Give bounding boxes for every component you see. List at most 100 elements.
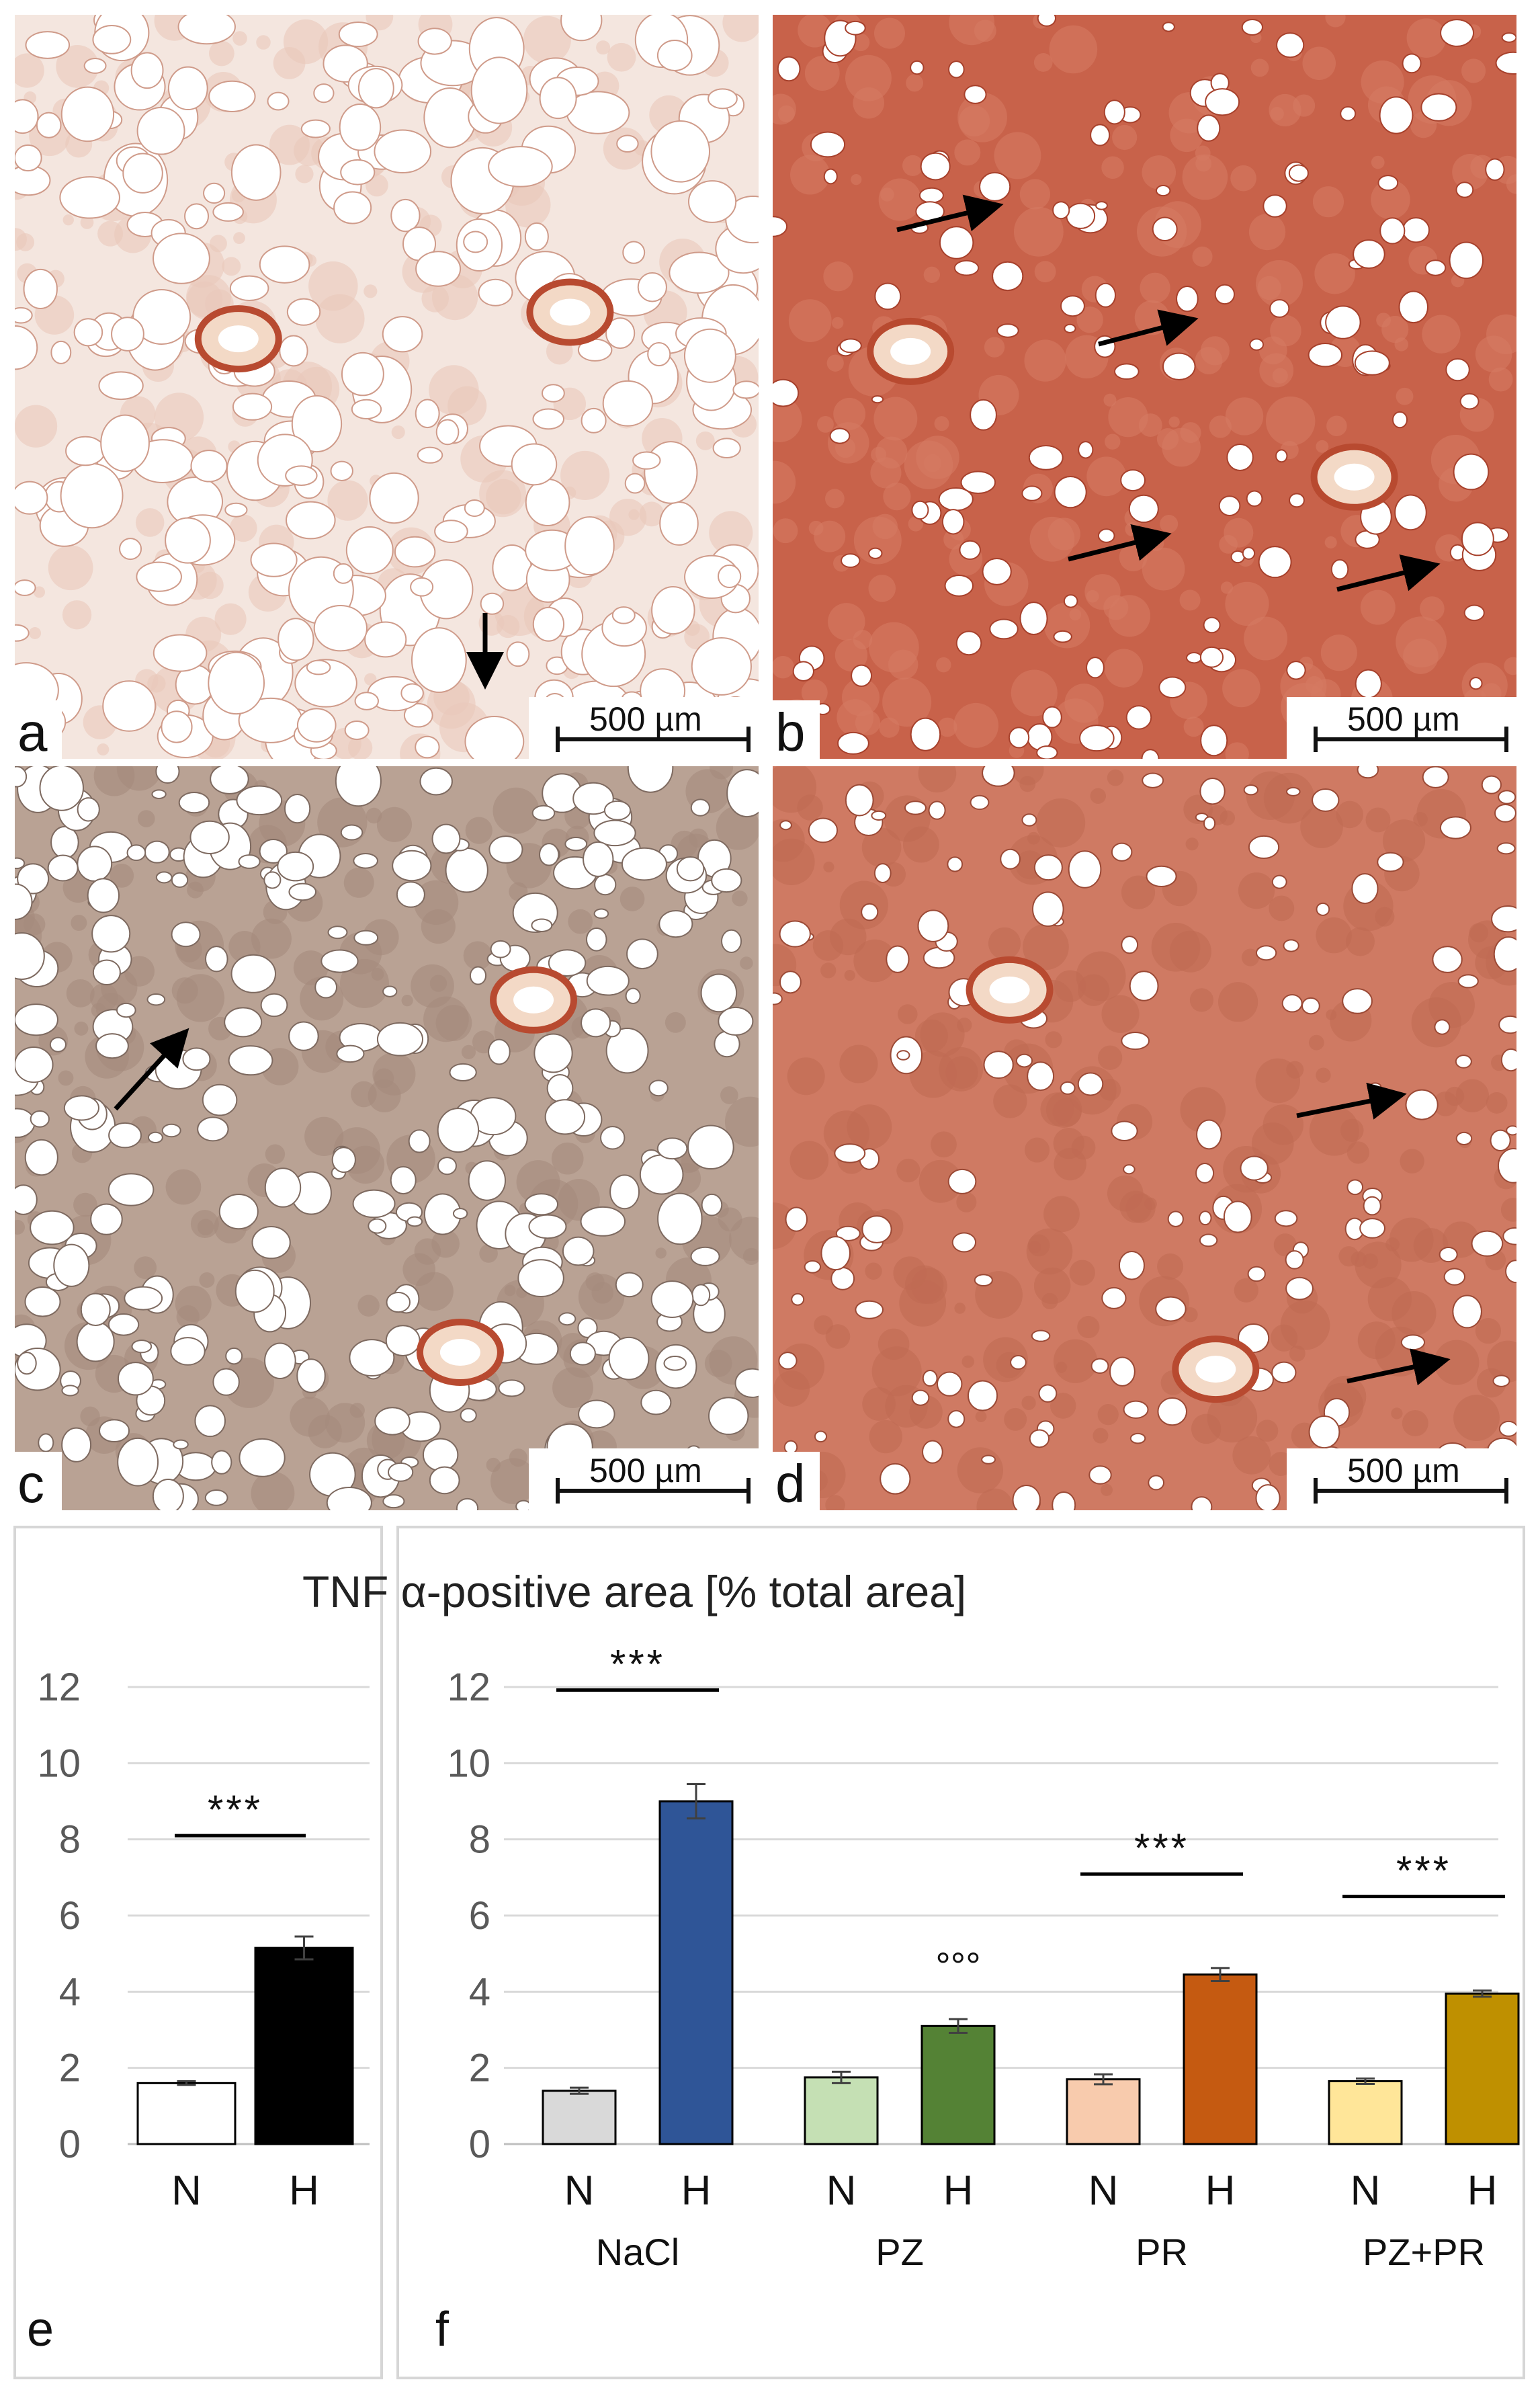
tissue-texture xyxy=(957,1017,972,1033)
tissue-texture xyxy=(1027,1234,1050,1257)
tissue-texture xyxy=(823,861,835,872)
alveolar-space xyxy=(1439,1246,1458,1263)
alveolar-space xyxy=(1191,1496,1213,1510)
tissue-texture xyxy=(165,1169,202,1205)
tissue-texture xyxy=(1012,766,1044,786)
alveolar-space xyxy=(1157,1397,1187,1426)
tissue-texture xyxy=(1325,15,1346,28)
tissue-texture xyxy=(233,232,245,245)
tissue-texture xyxy=(1033,53,1053,72)
tissue-texture xyxy=(1099,1079,1121,1101)
tissue-texture xyxy=(315,294,365,343)
scale-bar-label: 500 µm xyxy=(1347,1452,1460,1489)
tissue-texture xyxy=(1225,742,1249,759)
group-label: NaCl xyxy=(596,2231,679,2273)
alveolar-space xyxy=(841,553,861,569)
tissue-texture xyxy=(801,679,828,706)
alveolar-space xyxy=(1129,971,1159,1001)
tissue-texture xyxy=(363,284,378,298)
tissue-texture xyxy=(1382,819,1426,862)
alveolar-space xyxy=(1125,705,1152,730)
alveolar-space xyxy=(39,766,84,811)
alveolar-space xyxy=(622,241,646,264)
alveolar-space xyxy=(152,1479,184,1510)
alveolar-space xyxy=(1111,842,1133,862)
scale-bar-d: 500 µm xyxy=(1287,1448,1516,1510)
alveolar-space xyxy=(251,1226,291,1260)
alveolar-space xyxy=(1042,706,1062,729)
tissue-texture xyxy=(175,1285,212,1322)
tissue-texture xyxy=(873,397,918,441)
alveolar-space xyxy=(108,1122,142,1149)
tissue-texture xyxy=(463,941,493,971)
alveolar-space xyxy=(1405,1089,1439,1120)
alveolar-space xyxy=(411,627,467,694)
alveolar-space xyxy=(178,792,210,814)
alveolar-space xyxy=(1086,657,1105,679)
alveolar-space xyxy=(288,882,317,901)
tissue-texture xyxy=(1179,589,1201,611)
tissue-texture xyxy=(709,511,753,555)
alveolar-space xyxy=(656,1137,688,1160)
y-tick-label: 0 xyxy=(469,2123,490,2166)
alveolar-space xyxy=(291,395,343,453)
alveolar-space xyxy=(779,920,811,948)
tissue-texture xyxy=(73,1192,97,1217)
x-category-label: N xyxy=(826,2168,857,2214)
alveolar-space xyxy=(296,1358,326,1393)
alveolar-space xyxy=(1402,53,1422,74)
alveolar-space xyxy=(117,1362,154,1396)
alveolar-space xyxy=(996,323,1019,338)
alveolar-space xyxy=(1109,1356,1136,1387)
alveolar-space xyxy=(364,621,407,658)
alveolar-space xyxy=(456,1497,479,1510)
alveolar-space xyxy=(560,15,603,42)
alveolar-space xyxy=(1490,1129,1511,1152)
tissue-texture xyxy=(1263,1104,1304,1145)
alveolar-space xyxy=(1118,1250,1145,1280)
alveolar-space xyxy=(615,1272,644,1298)
alveolar-space xyxy=(1090,124,1111,147)
tissue-texture xyxy=(15,53,44,88)
alveolar-space xyxy=(532,606,565,642)
alveolar-space xyxy=(277,618,314,661)
alveolar-space xyxy=(250,542,298,577)
alveolar-space xyxy=(687,180,737,223)
alveolar-space xyxy=(1077,1072,1104,1096)
alveolar-space xyxy=(204,1489,228,1506)
y-tick-label: 0 xyxy=(59,2123,81,2166)
alveolar-space xyxy=(410,577,434,597)
tissue-texture xyxy=(1432,1092,1458,1116)
alveolar-space xyxy=(126,844,146,862)
airway-lumen xyxy=(439,1339,480,1366)
alveolar-space xyxy=(260,993,288,1018)
tissue-texture xyxy=(1036,798,1086,848)
tissue-texture xyxy=(993,1084,1027,1118)
alveolar-space xyxy=(336,1044,365,1063)
scale-bar-line xyxy=(556,1489,751,1493)
tissue-texture xyxy=(732,890,748,907)
alveolar-space xyxy=(1068,850,1102,889)
alveolar-space xyxy=(15,932,45,980)
alveolar-space xyxy=(490,940,511,958)
tissue-texture xyxy=(327,480,368,521)
alveolar-space xyxy=(524,222,549,251)
alveolar-space xyxy=(1498,790,1516,805)
alveolar-space xyxy=(546,1073,574,1103)
alveolar-space xyxy=(488,835,523,864)
tissue-texture xyxy=(1406,18,1447,58)
bar xyxy=(254,1946,354,2145)
alveolar-space xyxy=(600,1126,626,1150)
tissue-texture xyxy=(1452,154,1488,190)
alveolar-space xyxy=(1141,749,1160,759)
alveolar-space xyxy=(861,903,879,921)
alveolar-space xyxy=(189,820,230,854)
alveolar-space xyxy=(202,1083,238,1116)
tissue-texture xyxy=(869,1420,902,1454)
alveolar-space xyxy=(419,767,453,796)
alveolar-space xyxy=(314,976,338,999)
alveolar-space xyxy=(417,446,443,464)
tissue-texture xyxy=(1189,988,1214,1012)
alveolar-space xyxy=(1285,1250,1304,1270)
tissue-texture xyxy=(1244,616,1288,661)
